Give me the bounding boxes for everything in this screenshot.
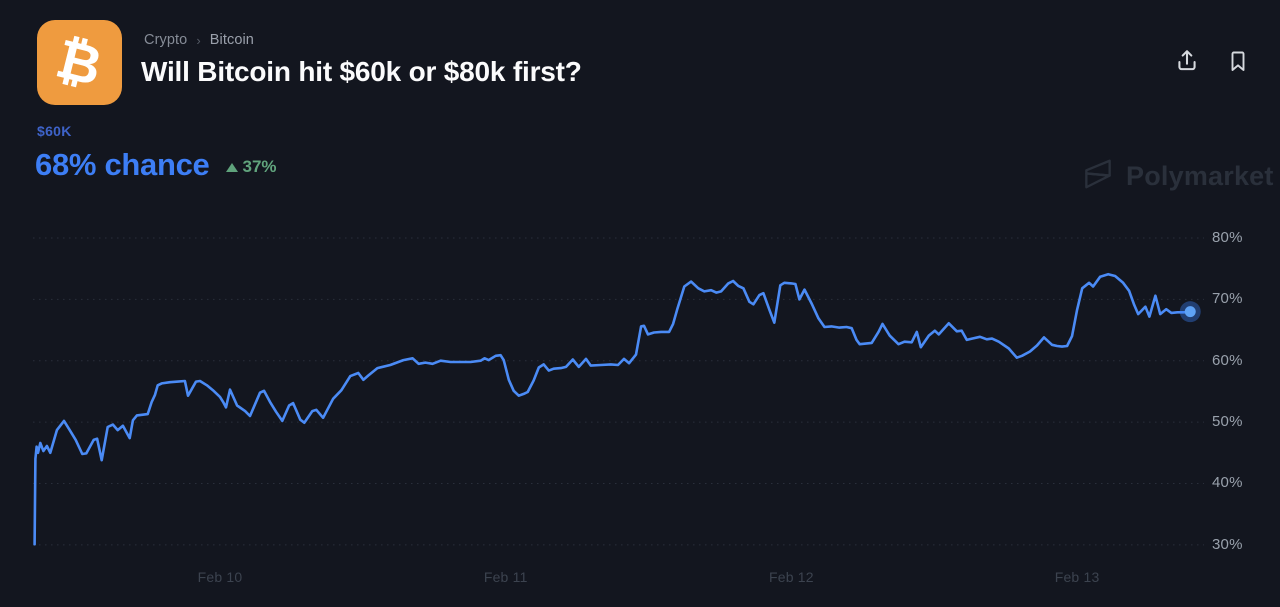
y-axis-label: 60%: [1212, 351, 1243, 369]
chance-value: 68% chance: [35, 147, 210, 182]
bitcoin-icon: ₿: [37, 20, 122, 105]
page-title: Will Bitcoin hit $60k or $80k first?: [141, 56, 582, 87]
end-marker-dot: [1184, 306, 1196, 318]
y-axis-label: 70%: [1212, 290, 1243, 308]
x-axis-label: Feb 13: [1054, 569, 1100, 585]
breadcrumb-separator-icon: ›: [196, 32, 201, 48]
y-axis-label: 50%: [1212, 413, 1243, 431]
chance-row: 68% chance 37%: [35, 147, 277, 183]
x-axis-label: Feb 10: [197, 569, 243, 585]
price-line: [33, 272, 1192, 546]
breadcrumb: Crypto › Bitcoin: [144, 32, 254, 48]
breadcrumb-section[interactable]: Crypto: [144, 32, 188, 48]
header-actions: [1174, 48, 1252, 74]
x-axis-label: Feb 12: [768, 569, 814, 585]
share-button[interactable]: [1174, 48, 1200, 74]
price-change-indicator: 37%: [225, 157, 277, 177]
breadcrumb-page[interactable]: Bitcoin: [209, 32, 254, 48]
change-value: 37%: [242, 157, 277, 176]
bookmark-icon: [1226, 48, 1252, 74]
x-axis-label: Feb 11: [483, 569, 528, 585]
y-axis-label: 40%: [1212, 474, 1243, 492]
outcome-label: $60K: [37, 123, 72, 139]
y-axis-label: 30%: [1212, 535, 1243, 553]
bookmark-button[interactable]: [1226, 48, 1252, 74]
trend-up-icon: [225, 162, 238, 172]
share-icon: [1174, 48, 1200, 74]
y-axis-label: 80%: [1212, 229, 1243, 246]
